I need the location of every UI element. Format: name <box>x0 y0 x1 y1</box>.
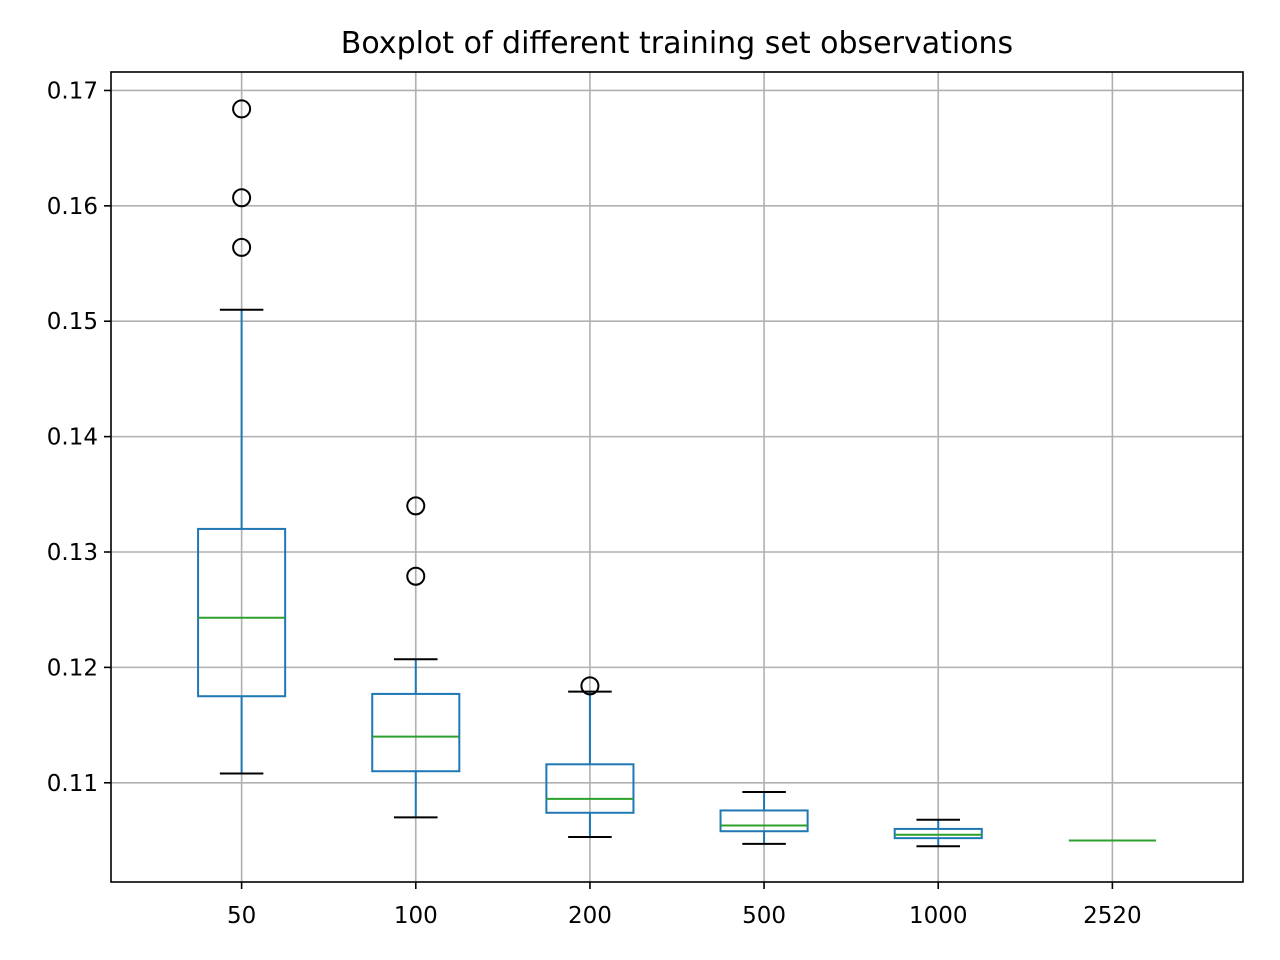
y-tick-label: 0.15 <box>47 309 98 335</box>
y-tick-label: 0.16 <box>47 194 98 220</box>
outlier-point <box>406 496 426 516</box>
outlier-point <box>232 237 252 257</box>
box-group-500 <box>719 791 809 845</box>
y-tick-label: 0.13 <box>47 540 98 566</box>
y-tick-label: 0.14 <box>47 425 98 451</box>
y-tick-label: 0.17 <box>47 78 98 104</box>
x-tick-label: 500 <box>742 903 786 929</box>
iqr-box <box>197 527 287 698</box>
x-axis: 50 100 200 500 1000 2520 <box>227 882 1142 929</box>
box-group-50 <box>197 99 287 775</box>
iqr-box <box>545 763 635 814</box>
outlier-point <box>580 676 600 696</box>
box-group-1000 <box>893 818 983 848</box>
iqr-box <box>893 827 983 840</box>
x-tick-label: 2520 <box>1083 903 1142 929</box>
y-tick-label: 0.11 <box>47 771 98 797</box>
boxes <box>197 99 1156 848</box>
iqr-box <box>371 692 461 773</box>
outlier-point <box>232 99 252 119</box>
outlier-point <box>406 566 426 586</box>
outlier-point <box>232 188 252 208</box>
y-axis: 0.11 0.12 0.13 0.14 0.15 0.16 0.17 <box>47 78 111 797</box>
plot-frame <box>110 71 1244 883</box>
iqr-box <box>719 809 809 833</box>
x-tick-label: 200 <box>568 903 612 929</box>
x-tick-label: 100 <box>394 903 438 929</box>
x-tick-label: 1000 <box>909 903 968 929</box>
box-group-200 <box>545 676 635 838</box>
x-tick-label: 50 <box>227 903 256 929</box>
grid-lines <box>111 72 1243 882</box>
box-group-100 <box>371 496 461 819</box>
chart-title: Boxplot of different training set observ… <box>341 26 1013 61</box>
y-tick-label: 0.12 <box>47 655 98 681</box>
